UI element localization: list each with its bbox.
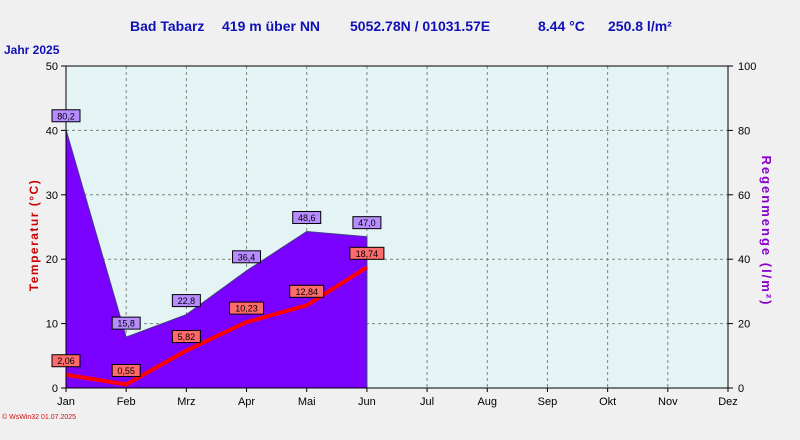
right-axis-tick-label: 80 — [738, 125, 750, 137]
left-axis-tick-label: 0 — [52, 383, 58, 395]
rain-data-label-box — [292, 211, 322, 225]
x-axis-tick-label: Jun — [358, 396, 376, 408]
rain-data-label: 80,2 — [57, 111, 75, 121]
rain-data-label-box — [352, 216, 382, 230]
left-axis-tick-label: 30 — [46, 190, 58, 202]
right-axis-tick-label: 40 — [738, 254, 750, 266]
rain-data-label-box — [111, 316, 141, 330]
temperature-data-label-box — [229, 301, 265, 315]
x-axis-tick-label: Jan — [57, 396, 75, 408]
left-axis-tick-label: 50 — [46, 61, 58, 73]
rain-data-label: 47,0 — [358, 218, 376, 228]
rain-data-label: 15,8 — [117, 319, 135, 329]
right-axis-title: Regenmenge (l/m²) — [759, 155, 774, 306]
x-axis-tick-label: Okt — [599, 396, 616, 408]
right-axis-tick-label: 60 — [738, 190, 750, 202]
x-axis-tick-label: Aug — [477, 396, 497, 408]
temperature-data-label-box — [171, 330, 201, 344]
x-axis-tick-label: Nov — [658, 396, 678, 408]
temperature-data-label: 0,55 — [117, 366, 135, 376]
station-elevation: 419 m über NN — [222, 18, 321, 34]
plot-border — [65, 65, 729, 389]
right-axis-tick-label: 0 — [738, 383, 744, 395]
temperature-data-label-box — [289, 284, 325, 298]
rain-data-label: 36,4 — [238, 252, 256, 262]
left-axis-title: Temperatur (°C) — [27, 179, 41, 291]
right-axis-tick-label: 20 — [738, 319, 750, 331]
right-axis-tick-label: 100 — [738, 61, 756, 73]
left-axis-tick-label: 10 — [46, 319, 58, 331]
station-name: Bad Tabarz — [130, 18, 205, 34]
year-label: Jahr 2025 — [4, 43, 60, 57]
temperature-data-label: 5,82 — [178, 332, 196, 342]
rain-data-label: 48,6 — [298, 213, 316, 223]
average-temperature: 8.44 °C — [538, 18, 585, 34]
x-axis-tick-label: Dez — [718, 396, 738, 408]
x-axis-tick-label: Sep — [538, 396, 558, 408]
station-coordinates: 5052.78N / 01031.57E — [350, 18, 491, 34]
total-rainfall: 250.8 l/m² — [608, 18, 672, 34]
rain-data-label: 22,8 — [178, 296, 196, 306]
left-axis-tick-label: 40 — [46, 125, 58, 137]
x-axis-tick-label: Mrz — [177, 396, 195, 408]
rain-data-label-box — [232, 250, 262, 264]
temperature-data-label: 18,74 — [356, 249, 379, 259]
x-axis-tick-label: Jul — [420, 396, 434, 408]
left-axis-tick-label: 20 — [46, 254, 58, 266]
temperature-line — [65, 265, 368, 387]
temperature-data-label: 2,06 — [57, 356, 75, 366]
footer-stamp: © WsWin32 01.07.2025 — [2, 414, 77, 421]
temperature-data-label-box — [111, 363, 141, 377]
temperature-data-label-box — [349, 246, 385, 260]
x-axis-tick-label: Mai — [298, 396, 316, 408]
rain-data-label-box — [51, 109, 81, 123]
temperature-data-label: 10,23 — [235, 304, 258, 314]
rain-data-label-box — [171, 294, 201, 308]
x-axis-tick-label: Apr — [238, 396, 255, 408]
temperature-data-label-box — [51, 354, 81, 368]
x-axis-tick-label: Feb — [117, 396, 136, 408]
temperature-data-label: 12,84 — [295, 287, 318, 297]
